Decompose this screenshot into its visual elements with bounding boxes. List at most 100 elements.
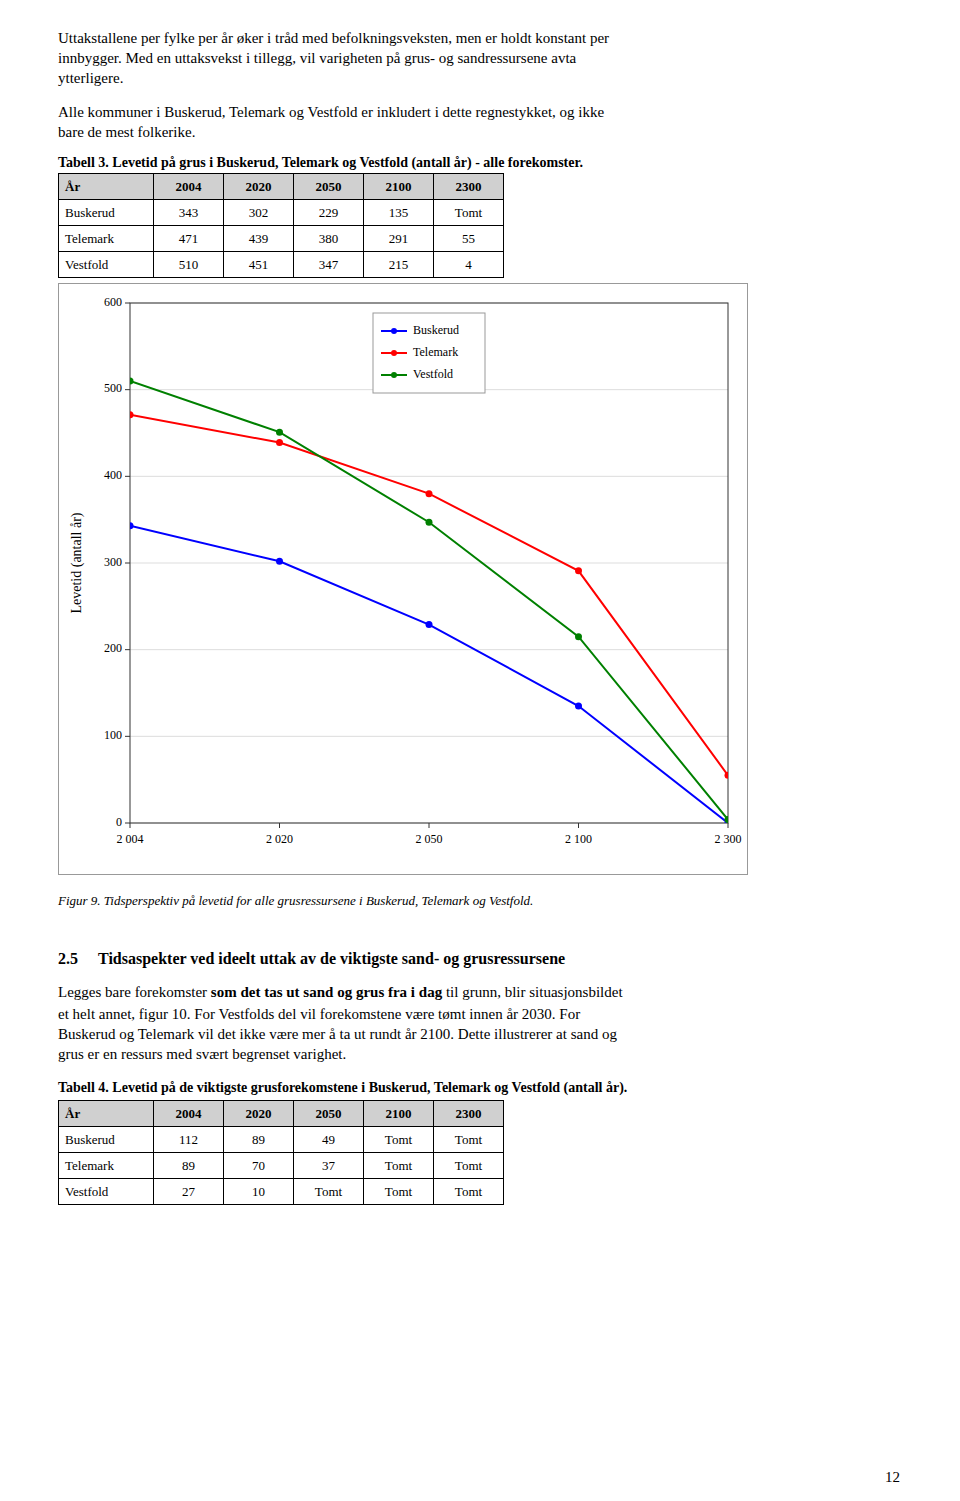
table-body: År20042020205021002300Buskerud1128949Tom… [59, 1101, 504, 1205]
table-cell: Tomt [434, 1179, 504, 1205]
tick-mark [130, 823, 131, 828]
legend-label: Telemark [413, 345, 458, 359]
table-cell: 439 [224, 226, 294, 252]
table-cell: Vestfold [59, 1179, 154, 1205]
table-cell: 343 [154, 200, 224, 226]
data-point [130, 411, 134, 418]
table-cell: 49 [294, 1127, 364, 1153]
data-point [725, 816, 729, 823]
data-point [130, 378, 134, 385]
table-cell: 471 [154, 226, 224, 252]
legend-label: Buskerud [413, 323, 459, 337]
x-tick-label: 2 020 [266, 832, 293, 846]
data-point [276, 429, 283, 436]
tick-mark [578, 823, 579, 828]
table: År20042020205021002300Buskerud3433022291… [58, 173, 504, 278]
data-point [426, 519, 433, 526]
table-cell: Tomt [434, 200, 504, 226]
tick-mark [125, 476, 130, 477]
paragraph-fragment: som det tas ut sand og grus fra i dag [211, 984, 442, 1000]
series-line [130, 526, 728, 823]
data-point [426, 621, 433, 628]
tick-mark [125, 389, 130, 390]
x-tick-label: 2 050 [416, 832, 443, 846]
table-cell: 451 [224, 252, 294, 278]
x-tick-label: 2 100 [565, 832, 592, 846]
table-header-cell: 2100 [364, 174, 434, 200]
y-axis-label: Levetid (antall år) [69, 512, 85, 613]
table-cell: 302 [224, 200, 294, 226]
section-title: Tidsaspekter ved ideelt uttak av de vikt… [98, 950, 565, 968]
paragraph-line: Alle kommuner i Buskerud, Telemark og Ve… [58, 102, 604, 122]
table-cell: 10 [224, 1179, 294, 1205]
section-number: 2.5 [58, 950, 78, 968]
table-header-cell: 2004 [154, 1101, 224, 1127]
table-header-cell: År [59, 1101, 154, 1127]
series-line [130, 415, 728, 776]
tick-mark [429, 823, 430, 828]
paragraph-fragment: Legges bare forekomster [58, 984, 211, 1000]
table-header-cell: 2020 [224, 174, 294, 200]
table-row: Vestfold5104513472154 [59, 252, 504, 278]
tick-mark [125, 736, 130, 737]
table-cell: 37 [294, 1153, 364, 1179]
table-cell: 112 [154, 1127, 224, 1153]
x-tick-label: 2 004 [117, 832, 144, 846]
table-cell: 380 [294, 226, 364, 252]
data-point [276, 558, 283, 565]
series-line [130, 381, 728, 820]
table-cell: Buskerud [59, 1127, 154, 1153]
table-cell: 229 [294, 200, 364, 226]
table-cell: Vestfold [59, 252, 154, 278]
data-point [575, 703, 582, 710]
table-cell: 27 [154, 1179, 224, 1205]
grid-line [130, 563, 728, 564]
y-tick-label: 0 [116, 815, 122, 829]
table-cell: 215 [364, 252, 434, 278]
y-tick-label: 100 [104, 728, 122, 742]
y-tick-label: 200 [104, 641, 122, 655]
paragraph-line: grus er en ressurs med svært begrenset v… [58, 1044, 346, 1064]
table-cell: Tomt [364, 1153, 434, 1179]
chart: 01002003004005006002 0042 0202 0502 1002… [58, 283, 748, 875]
table-cell: Telemark [59, 1153, 154, 1179]
table-header-cell: 2050 [294, 1101, 364, 1127]
table-row: Telemark897037TomtTomt [59, 1153, 504, 1179]
legend: Buskerud Telemark Vestfold [373, 313, 485, 393]
table-header-cell: 2004 [154, 174, 224, 200]
table-cell: 510 [154, 252, 224, 278]
table-row: Buskerud343302229135Tomt [59, 200, 504, 226]
table-cell: Buskerud [59, 200, 154, 226]
table-cell: 70 [224, 1153, 294, 1179]
table-cell: Telemark [59, 226, 154, 252]
table-header-cell: 2300 [434, 1101, 504, 1127]
legend-label: Vestfold [413, 367, 453, 381]
grid-line [130, 649, 728, 650]
data-point [575, 567, 582, 574]
table-header-cell: 2300 [434, 174, 504, 200]
tick-mark [125, 649, 130, 650]
data-point [426, 490, 433, 497]
y-tick-label: 400 [104, 468, 122, 482]
table-cell: 89 [224, 1127, 294, 1153]
table-title: Tabell 4. Levetid på de viktigste grusfo… [58, 1080, 627, 1096]
tick-mark [279, 823, 280, 828]
data-point [575, 633, 582, 640]
figure-caption: Figur 9. Tidsperspektiv på levetid for a… [58, 893, 533, 909]
table-cell: Tomt [434, 1127, 504, 1153]
table-header-cell: 2050 [294, 174, 364, 200]
y-tick-label: 500 [104, 381, 122, 395]
tick-mark [728, 823, 729, 828]
data-point [725, 772, 729, 779]
paragraph-line: Buskerud og Telemark vil det ikke være m… [58, 1024, 617, 1044]
paragraph-line: ytterligere. [58, 68, 123, 88]
table-cell: 347 [294, 252, 364, 278]
table-row: Vestfold2710TomtTomtTomt [59, 1179, 504, 1205]
legend-marker [391, 328, 397, 334]
y-tick-label: 600 [104, 295, 122, 309]
paragraph-line: Uttakstallene per fylke per år øker i tr… [58, 28, 609, 48]
table: År20042020205021002300Buskerud1128949Tom… [58, 1100, 504, 1205]
table-cell: 4 [434, 252, 504, 278]
paragraph-line: innbygger. Med en uttaksvekst i tillegg,… [58, 48, 576, 68]
tick-mark [125, 303, 130, 304]
